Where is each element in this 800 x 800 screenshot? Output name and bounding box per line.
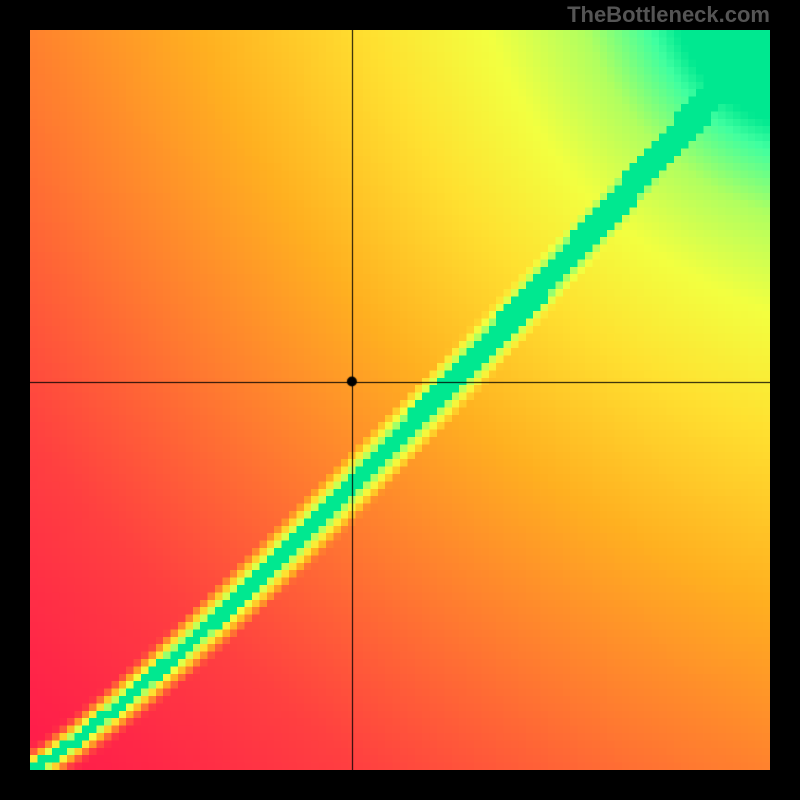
- watermark-label: TheBottleneck.com: [567, 2, 770, 28]
- chart-container: TheBottleneck.com: [0, 0, 800, 800]
- crosshair-overlay: [30, 30, 770, 770]
